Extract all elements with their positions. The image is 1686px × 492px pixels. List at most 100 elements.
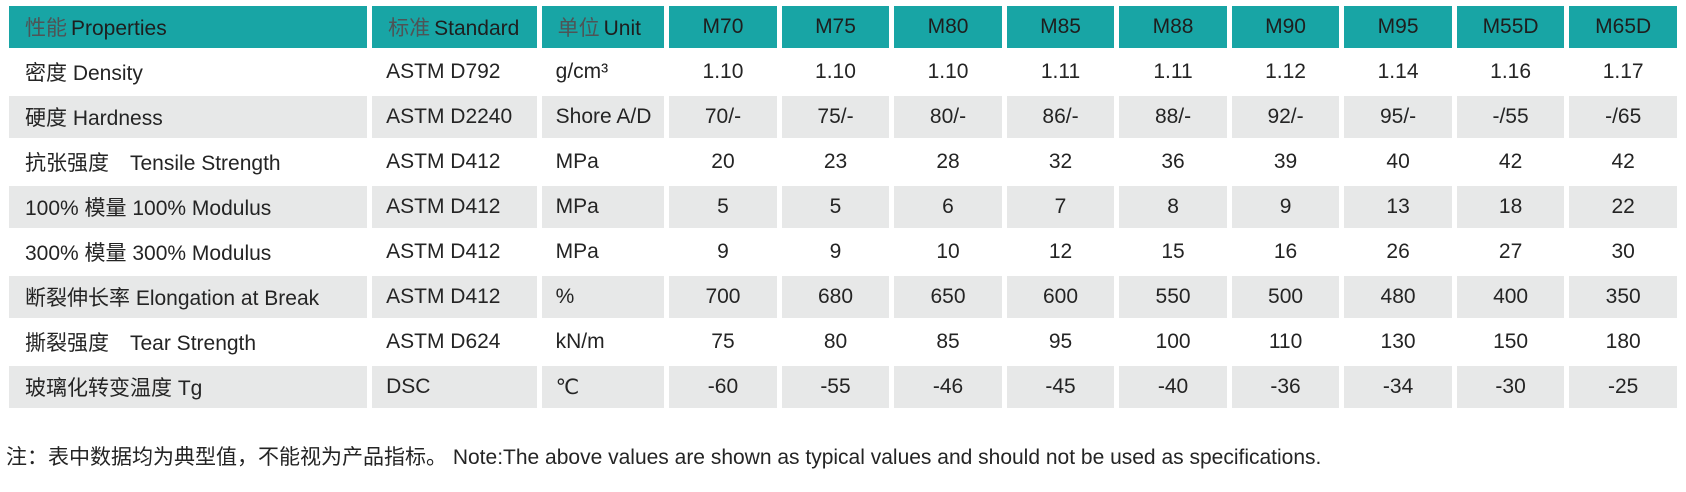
col-header-properties-zh: 性能 <box>25 17 67 40</box>
value-cell: 16 <box>1231 231 1340 273</box>
col-header-grade-m65d: M65D <box>1569 6 1677 48</box>
value-cell: 86/- <box>1006 96 1115 138</box>
value-cell: 400 <box>1456 276 1565 318</box>
value-cell: 700 <box>669 276 777 318</box>
value-cell: 1.16 <box>1456 51 1565 93</box>
standard-cell: ASTM D412 <box>372 186 537 228</box>
col-header-standard: 标准 Standard <box>372 6 537 48</box>
table-row: 断裂伸长率 Elongation at Break ASTM D412% 700 68… <box>9 276 1677 318</box>
value-cell: 10 <box>894 231 1002 273</box>
col-header-grade-m55d: M55D <box>1456 6 1565 48</box>
value-cell: -45 <box>1006 366 1115 408</box>
value-cell: 22 <box>1569 186 1677 228</box>
value-cell: 39 <box>1231 141 1340 183</box>
value-cell: 1.10 <box>669 51 777 93</box>
value-cell: 26 <box>1344 231 1452 273</box>
unit-cell: MPa <box>541 231 665 273</box>
value-cell: 20 <box>669 141 777 183</box>
standard-cell: ASTM D792 <box>372 51 537 93</box>
value-cell: 110 <box>1231 321 1340 363</box>
value-cell: 600 <box>1006 276 1115 318</box>
value-cell: 500 <box>1231 276 1340 318</box>
standard-cell: ASTM D624 <box>372 321 537 363</box>
value-cell: 70/- <box>669 96 777 138</box>
value-cell: 9 <box>669 231 777 273</box>
table-row: 硬度 Hardness ASTM D2240 Shore A/D 70/- 75/- 80… <box>9 96 1677 138</box>
unit-cell: MPa <box>541 186 665 228</box>
value-cell: 95 <box>1006 321 1115 363</box>
unit-cell: kN/m <box>541 321 665 363</box>
table-row: 抗张强度 Tensile Strength ASTM D412 MPa 20 23 28 3… <box>9 141 1677 183</box>
value-cell: 32 <box>1006 141 1115 183</box>
value-cell: 680 <box>781 276 890 318</box>
value-cell: 7 <box>1006 186 1115 228</box>
property-cell: 断裂伸长率 Elongation at Break <box>9 276 368 318</box>
value-cell: 42 <box>1456 141 1565 183</box>
value-cell: 1.12 <box>1231 51 1340 93</box>
col-header-unit-en: Unit <box>603 17 641 40</box>
property-cell: 撕裂强度 Tear Strength <box>9 321 368 363</box>
unit-cell: Shore A/D <box>541 96 665 138</box>
standard-cell: ASTM D412 <box>372 276 537 318</box>
value-cell: 1.10 <box>781 51 890 93</box>
material-datasheet: 性能 Properties 标准 Standard 单位 Unit M70 M75 M80… <box>4 3 1682 469</box>
value-cell: 1.17 <box>1569 51 1677 93</box>
value-cell: -36 <box>1231 366 1340 408</box>
value-cell: 1.11 <box>1006 51 1115 93</box>
col-header-grade-m95: M95 <box>1344 6 1452 48</box>
unit-cell: g/cm³ <box>541 51 665 93</box>
value-cell: -/65 <box>1569 96 1677 138</box>
table-body: 密度 Density ASTM D792 g/cm³ 1.10 1.10 1.10 1.11… <box>9 51 1677 408</box>
standard-cell: ASTM D412 <box>372 141 537 183</box>
table-row: 撕裂强度 Tear Strength ASTM D624 kN/m 75 80 85 95 1… <box>9 321 1677 363</box>
value-cell: 6 <box>894 186 1002 228</box>
table-row: 300% 模量 300% Modulus ASTM D412 MPa 9 9 10 12 15… <box>9 231 1677 273</box>
property-cell: 抗张强度 Tensile Strength <box>9 141 368 183</box>
value-cell: 9 <box>781 231 890 273</box>
value-cell: 30 <box>1569 231 1677 273</box>
value-cell: -25 <box>1569 366 1677 408</box>
value-cell: 150 <box>1456 321 1565 363</box>
value-cell: 28 <box>894 141 1002 183</box>
value-cell: 88/- <box>1119 96 1227 138</box>
value-cell: 18 <box>1456 186 1565 228</box>
standard-cell: ASTM D412 <box>372 231 537 273</box>
value-cell: 36 <box>1119 141 1227 183</box>
col-header-properties: 性能 Properties <box>9 6 368 48</box>
value-cell: 15 <box>1119 231 1227 273</box>
value-cell: 1.10 <box>894 51 1002 93</box>
value-cell: 23 <box>781 141 890 183</box>
value-cell: 1.14 <box>1344 51 1452 93</box>
value-cell: 80 <box>781 321 890 363</box>
property-cell: 300% 模量 300% Modulus <box>9 231 368 273</box>
value-cell: 130 <box>1344 321 1452 363</box>
col-header-grade-m85: M85 <box>1006 6 1115 48</box>
col-header-unit-zh: 单位 <box>557 17 600 40</box>
value-cell: 27 <box>1456 231 1565 273</box>
standard-cell: ASTM D2240 <box>372 96 537 138</box>
col-header-grade-m75: M75 <box>781 6 890 48</box>
value-cell: 80/- <box>894 96 1002 138</box>
value-cell: -46 <box>894 366 1002 408</box>
property-cell: 硬度 Hardness <box>9 96 368 138</box>
table-row: 玻璃化转变温度 Tg DSC ℃ -60 -55 -46 -45 -40 -36 -34 -30 -2… <box>9 366 1677 408</box>
standard-cell: DSC <box>372 366 537 408</box>
value-cell: 100 <box>1119 321 1227 363</box>
value-cell: 1.11 <box>1119 51 1227 93</box>
table-row: 100% 模量 100% Modulus ASTM D412 MPa 5 5 6 7 8 9 13… <box>9 186 1677 228</box>
value-cell: 180 <box>1569 321 1677 363</box>
col-header-grade-m90: M90 <box>1231 6 1340 48</box>
col-header-grade-m88: M88 <box>1119 6 1227 48</box>
value-cell: -40 <box>1119 366 1227 408</box>
value-cell: 480 <box>1344 276 1452 318</box>
property-cell: 100% 模量 100% Modulus <box>9 186 368 228</box>
col-header-grade-m80: M80 <box>894 6 1002 48</box>
value-cell: 75 <box>669 321 777 363</box>
col-header-properties-en: Properties <box>71 17 167 40</box>
col-header-grade-m70: M70 <box>669 6 777 48</box>
value-cell: 13 <box>1344 186 1452 228</box>
unit-cell: ℃ <box>541 366 665 408</box>
value-cell: 9 <box>1231 186 1340 228</box>
properties-table: 性能 Properties 标准 Standard 单位 Unit M70 M75 M80… <box>4 3 1682 411</box>
value-cell: 8 <box>1119 186 1227 228</box>
